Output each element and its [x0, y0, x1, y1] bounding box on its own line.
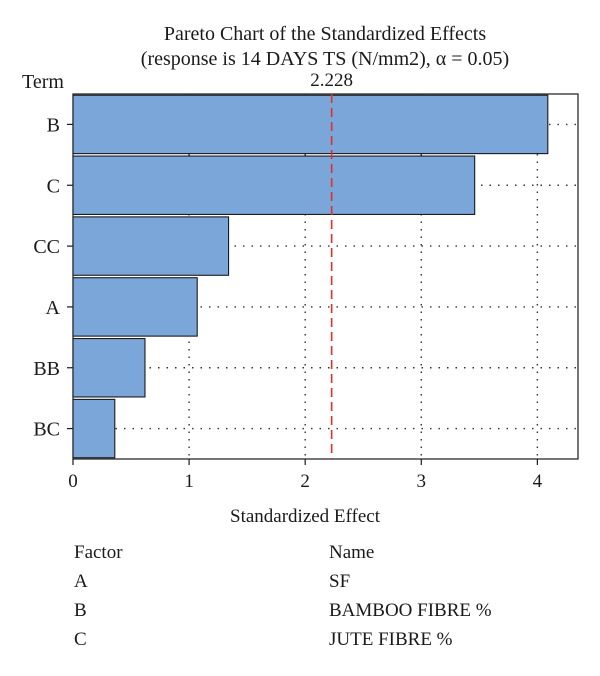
legend-header-factor: Factor: [74, 542, 123, 563]
y-tick-label-c: C: [47, 175, 60, 197]
y-tick-label-b: B: [47, 114, 60, 136]
legend-factor-c: C: [74, 629, 87, 650]
reference-line-label: 2.228: [310, 70, 353, 91]
x-axis-label: Standardized Effect: [230, 506, 381, 527]
plot-frame: [72, 93, 579, 460]
legend-row: A SF: [74, 571, 554, 600]
x-tick-label: 3: [417, 471, 427, 492]
legend-name-c: JUTE FIBRE %: [329, 629, 453, 650]
x-tick-label: 4: [533, 471, 543, 492]
legend-row: B BAMBOO FIBRE %: [74, 600, 554, 629]
legend-row: C JUTE FIBRE %: [74, 629, 554, 658]
bar-a: [72, 277, 198, 337]
x-tick-label: 2: [300, 471, 310, 492]
chart-title: Pareto Chart of the Standardized Effects: [164, 23, 487, 45]
y-tick-label-a: A: [46, 297, 61, 319]
legend-header-row: Factor Name: [74, 542, 554, 571]
x-tick-label: 1: [184, 471, 194, 492]
bar-b: [72, 94, 549, 155]
y-tick-label-bc: BC: [33, 419, 60, 441]
legend-name-a: SF: [329, 571, 351, 592]
y-axis-label: Term: [22, 71, 64, 93]
legend-factor-a: A: [74, 571, 88, 592]
bar-bc: [72, 398, 116, 459]
y-tick-label-bb: BB: [33, 358, 60, 380]
x-tick-label: 0: [68, 471, 78, 492]
factor-legend-table: Factor Name A SF B BAMBOO FIBRE % C JUTE…: [74, 542, 554, 658]
chart-subtitle: (response is 14 DAYS TS (N/mm2), α = 0.0…: [141, 48, 509, 70]
bar-cc: [72, 216, 230, 276]
legend-header-name: Name: [329, 542, 375, 563]
chart-svg: Pareto Chart of the Standardized Effects…: [22, 23, 579, 527]
y-tick-label-cc: CC: [33, 236, 60, 258]
bar-bb: [72, 337, 146, 398]
bar-c: [72, 155, 476, 216]
legend-name-b: BAMBOO FIBRE %: [329, 600, 492, 621]
legend-factor-b: B: [74, 600, 87, 621]
